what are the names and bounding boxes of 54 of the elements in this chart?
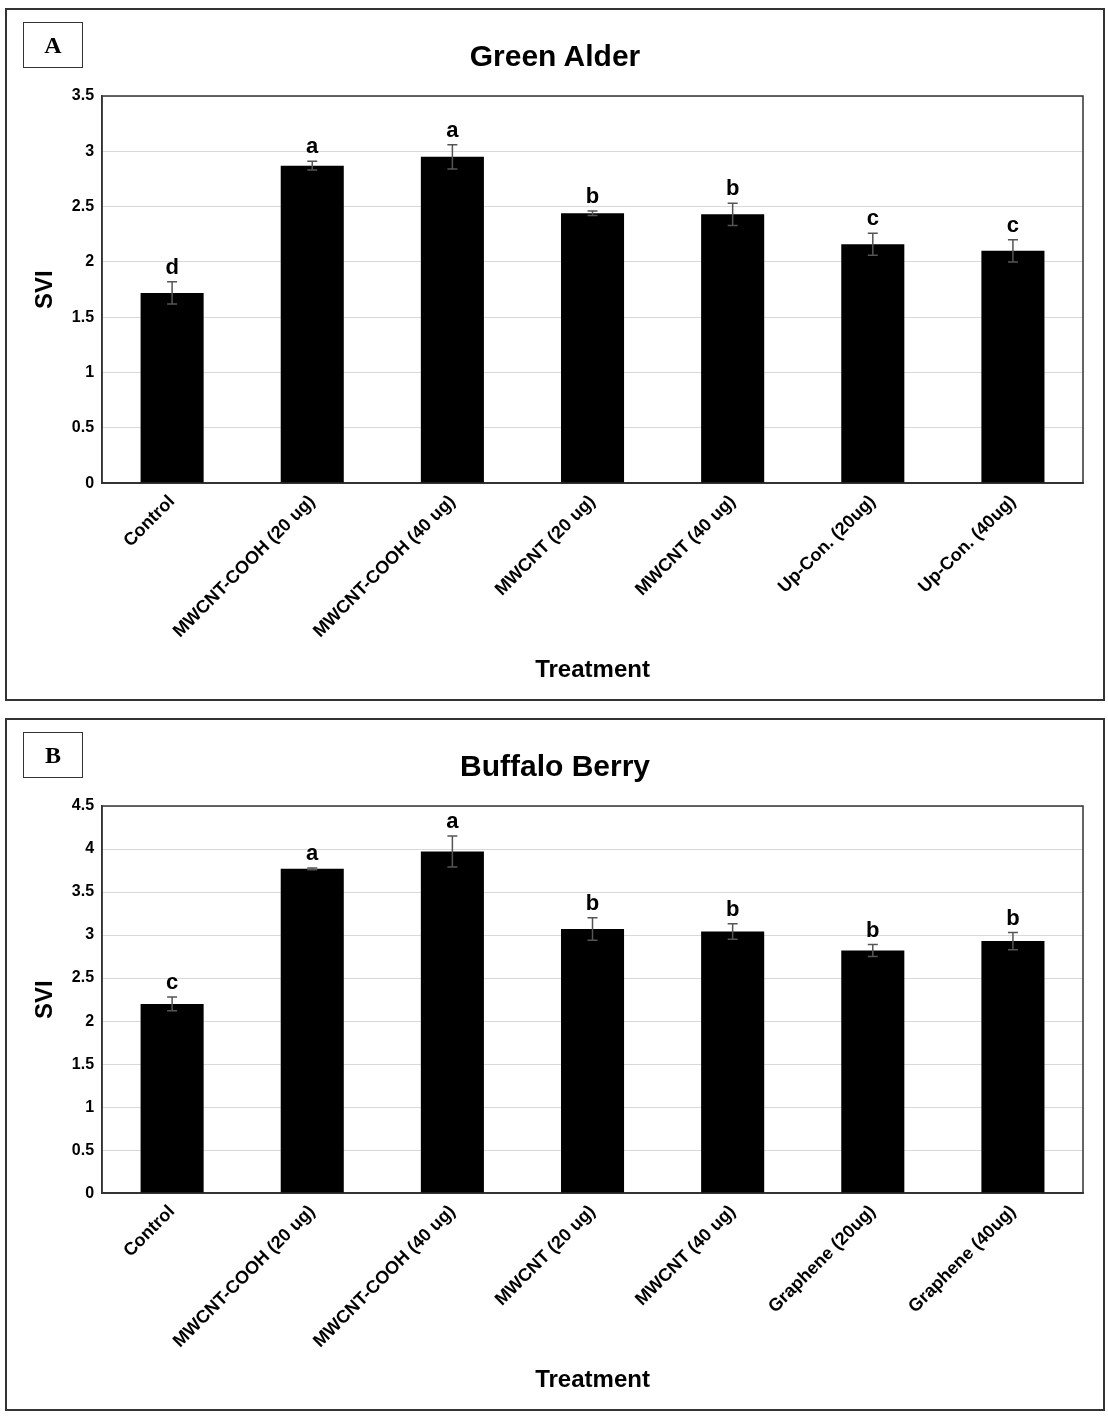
annotation: a [446,116,460,142]
y-tick-label: 2 [85,1011,95,1029]
annotation: a [306,133,320,159]
y-tick-label: 3.5 [71,86,95,104]
annotation: c [866,205,879,231]
bar [420,851,484,1193]
bar [841,950,905,1193]
y-tick-label: 3 [85,141,95,159]
annotation: b [866,916,880,942]
bar [140,292,204,483]
y-axis-title: SVI [30,980,58,1019]
x-axis-title: Treatment [535,655,650,683]
chart-title: Green Alder [469,39,641,73]
bar [701,214,765,483]
bar [420,156,484,483]
annotation: c [1006,211,1020,237]
y-tick-label: 2 [85,252,95,270]
annotation: d [165,253,179,279]
bar [280,165,344,483]
annotation: b [725,175,740,201]
bar [560,929,625,1193]
text: B [23,732,83,778]
y-tick-label: 4.5 [71,796,95,814]
annotation: b [1006,904,1020,930]
bar [841,244,905,483]
y-tick-label: 4 [85,839,95,857]
y-tick-label: 0 [85,1183,95,1201]
chart-title: Buffalo Berry [459,749,651,783]
annotation: a [306,840,320,866]
annotation: b [725,895,740,921]
y-tick-label: 0.5 [71,1140,95,1158]
y-tick-label: 3 [85,925,95,943]
annotation: c [165,969,179,995]
bar [140,1003,204,1193]
y-tick-label: 1 [85,1097,95,1115]
y-tick-label: 0.5 [71,418,95,436]
annotation: b [585,889,600,915]
bar [701,931,765,1193]
y-tick-label: 1.5 [71,1054,95,1072]
y-tick-label: 3.5 [71,882,95,900]
y-tick-label: 1 [85,362,95,380]
y-tick-label: 2.5 [71,197,95,215]
x-axis-title: Treatment [535,1365,650,1393]
bar [560,213,625,483]
y-tick-label: 2.5 [71,968,95,986]
text: A [23,22,83,68]
bar [280,868,344,1193]
annotation: b [585,183,600,209]
y-tick-label: 1.5 [71,307,95,325]
bar [981,250,1045,483]
y-axis-title: SVI [30,270,58,309]
y-tick-label: 0 [85,473,95,491]
bar [981,941,1045,1193]
annotation: a [446,808,460,834]
